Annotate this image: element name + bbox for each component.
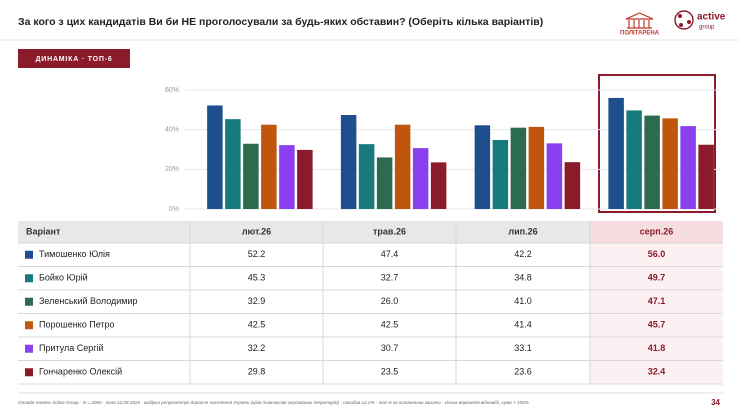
bar — [358, 144, 375, 209]
legend-swatch — [25, 344, 33, 353]
table-cell: 41.0 — [514, 296, 532, 306]
table-cell: 32.4 — [648, 367, 666, 377]
legend-swatch — [25, 297, 33, 306]
bar — [680, 126, 696, 209]
table-cell: 42.5 — [248, 320, 266, 330]
legend-swatch — [25, 321, 33, 330]
highlight-header-bg — [590, 221, 723, 243]
table-cell: 49.7 — [648, 273, 666, 283]
page-number: 34 — [711, 398, 720, 407]
bar — [644, 115, 660, 209]
table-cell: 32.7 — [381, 273, 399, 283]
row-label: Тимошенко Юлія — [39, 249, 110, 259]
bar — [510, 127, 527, 209]
badge — [18, 49, 130, 68]
table-cell: 47.1 — [648, 296, 666, 306]
bar — [492, 139, 509, 209]
table-cell: 32.2 — [248, 343, 266, 353]
table-cell: 33.1 — [514, 343, 532, 353]
legend-swatch — [25, 250, 33, 259]
table-cell: 52.2 — [248, 249, 266, 259]
bar — [608, 97, 624, 209]
bar — [243, 143, 259, 209]
table-header-bg — [18, 221, 723, 243]
row-label: Притула Сергій — [39, 343, 104, 353]
table-cell: 23.5 — [381, 367, 399, 377]
bar — [412, 148, 429, 209]
bar — [279, 145, 295, 209]
chart-title: За кого з цих кандидатів Ви би НЕ прогол… — [18, 16, 543, 28]
bar — [225, 119, 241, 209]
bar — [394, 124, 411, 209]
table-cell: 23.6 — [514, 367, 532, 377]
table-cell: 32.9 — [248, 296, 266, 306]
column-header: трав.26 — [373, 226, 406, 236]
legend-swatch — [25, 368, 33, 377]
table-cell: 45.7 — [648, 320, 666, 330]
bar — [430, 162, 447, 209]
badge-text: ДИНАМІКА · ТОП-6 — [35, 56, 112, 63]
bar — [626, 110, 642, 209]
bar — [474, 125, 491, 209]
table-cell: 42.5 — [381, 320, 399, 330]
highlight-box — [598, 74, 716, 213]
y-tick-label: 20% — [165, 166, 179, 173]
table-cell: 42.2 — [514, 249, 532, 259]
table-cell: 30.7 — [381, 343, 399, 353]
table-cell: 34.8 — [514, 273, 532, 283]
row-label: Гончаренко Олексій — [39, 367, 122, 377]
bar — [698, 144, 714, 209]
bar — [564, 162, 581, 209]
column-header: лип.26 — [508, 226, 537, 236]
column-header: серп.26 — [640, 226, 673, 236]
bar — [207, 105, 223, 209]
table-cell: 45.3 — [248, 273, 266, 283]
bar — [261, 124, 277, 209]
table-cell: 41.4 — [514, 320, 532, 330]
footer-note: Онлайн-панель Active Group · N = 2000 · … — [18, 399, 529, 405]
column-header: лют.26 — [242, 226, 271, 236]
table-cell: 56.0 — [648, 249, 666, 259]
row-label: Порошенко Петро — [39, 320, 115, 330]
legend-swatch — [25, 274, 33, 283]
bar — [376, 157, 393, 209]
y-tick-label: 40% — [165, 127, 179, 134]
bar — [340, 114, 357, 209]
table-cell: 41.8 — [648, 343, 666, 353]
table-cell: 26.0 — [381, 296, 399, 306]
y-tick-label: 60% — [165, 87, 179, 94]
logo-text: active — [697, 12, 726, 23]
bar — [662, 118, 678, 209]
logo-politarena: ПОЛІТАРЕНА — [620, 12, 660, 37]
row-label: Зеленський Володимир — [39, 296, 138, 306]
logo-text: group — [699, 25, 715, 31]
y-tick-label: 0% — [169, 206, 179, 213]
table-cell: 47.4 — [381, 249, 399, 259]
table-header: Варіант — [26, 226, 61, 236]
bar — [528, 126, 545, 209]
bar — [546, 143, 563, 209]
row-label: Бойко Юрій — [39, 273, 88, 283]
table-cell: 29.8 — [248, 367, 266, 377]
bar — [297, 149, 313, 209]
logo-text: ПОЛІТАРЕНА — [620, 31, 660, 37]
logo-active: active group — [674, 10, 726, 31]
